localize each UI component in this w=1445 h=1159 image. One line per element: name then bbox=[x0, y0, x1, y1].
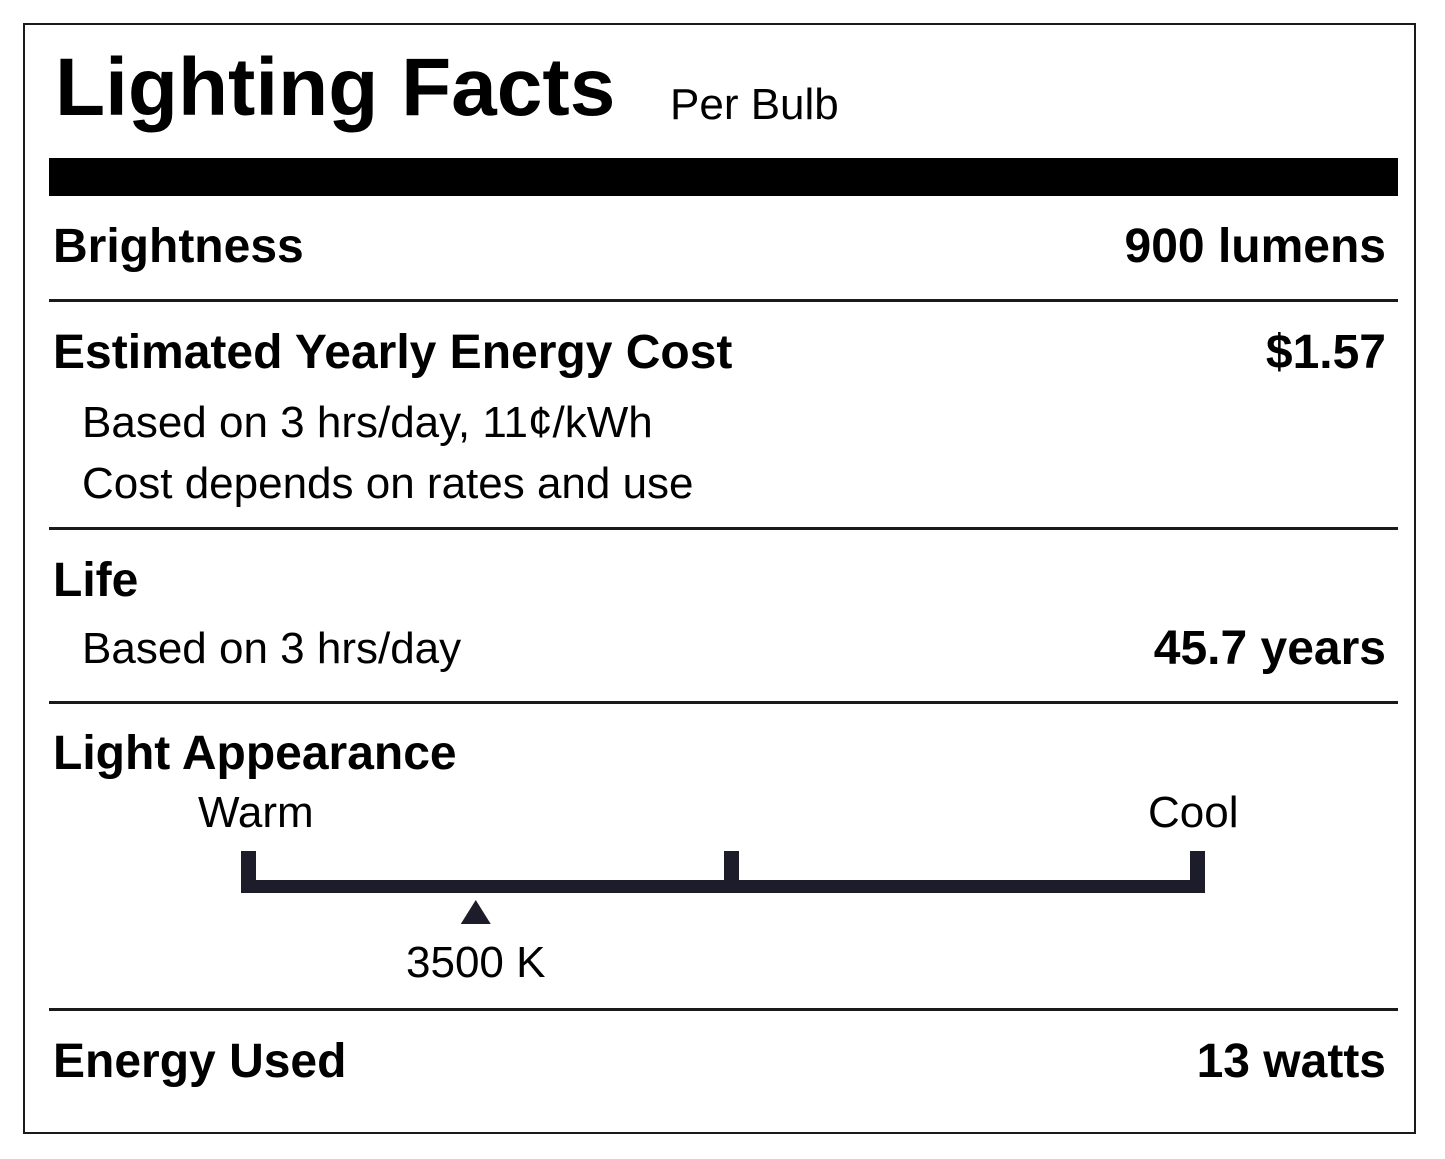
section-divider bbox=[49, 299, 1398, 302]
lighting-facts-label: Lighting Facts Per Bulb Brightness 900 l… bbox=[23, 23, 1416, 1134]
energy-cost-note-rate: Based on 3 hrs/day, 11¢/kWh bbox=[82, 398, 653, 447]
scale-bar bbox=[241, 880, 1205, 893]
label-subtitle: Per Bulb bbox=[670, 80, 839, 129]
section-divider bbox=[49, 1008, 1398, 1011]
energy-cost-value: $1.57 bbox=[1265, 326, 1386, 379]
energy-cost-label: Estimated Yearly Energy Cost bbox=[53, 326, 733, 379]
life-note: Based on 3 hrs/day bbox=[82, 624, 462, 673]
warm-label: Warm bbox=[198, 788, 314, 837]
energy-used-value: 13 watts bbox=[1196, 1035, 1386, 1088]
scale-tick-middle bbox=[724, 851, 739, 880]
header-divider-bar bbox=[49, 158, 1398, 196]
section-divider bbox=[49, 701, 1398, 704]
color-temperature-scale bbox=[241, 851, 1205, 924]
marker-temperature-label: 3500 K bbox=[406, 938, 546, 987]
light-appearance-label: Light Appearance bbox=[53, 727, 457, 780]
scale-marker-triangle bbox=[460, 900, 491, 924]
scale-tick-cool bbox=[1190, 851, 1205, 893]
life-label: Life bbox=[53, 554, 139, 607]
brightness-label: Brightness bbox=[53, 220, 304, 273]
energy-used-label: Energy Used bbox=[53, 1035, 347, 1088]
energy-cost-note-usage: Cost depends on rates and use bbox=[82, 459, 694, 508]
life-value: 45.7 years bbox=[1153, 622, 1386, 675]
section-divider bbox=[49, 527, 1398, 530]
brightness-value: 900 lumens bbox=[1124, 220, 1386, 273]
cool-label: Cool bbox=[1148, 788, 1239, 837]
scale-tick-warm bbox=[241, 851, 256, 893]
label-title: Lighting Facts bbox=[55, 42, 616, 133]
